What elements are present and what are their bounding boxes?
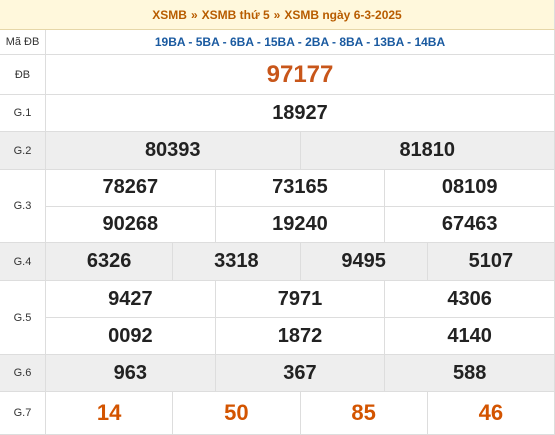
prize-number: 9495	[300, 243, 428, 281]
prize-number: 81810	[300, 132, 555, 170]
prize-number: 80393	[46, 132, 301, 170]
prize-number: 85	[300, 392, 428, 435]
prize-label: G.1	[0, 95, 46, 132]
crumb[interactable]: XSMB	[152, 7, 187, 22]
prize-number: 90268	[46, 206, 216, 243]
separator: »	[190, 7, 198, 22]
prize-label: G.6	[0, 355, 46, 392]
prize-number: 963	[46, 355, 216, 392]
special-codes: 19BA - 5BA - 6BA - 15BA - 2BA - 8BA - 13…	[46, 30, 555, 55]
code-label: Mã ĐB	[0, 30, 46, 55]
prize-label: G.5	[0, 281, 46, 355]
prize-number: 9427	[46, 281, 216, 318]
prize-number: 97177	[46, 55, 555, 95]
prize-number: 367	[215, 355, 386, 392]
prize-number: 08109	[385, 170, 555, 207]
prize-number: 6326	[46, 243, 174, 281]
prize-number: 19240	[215, 206, 386, 243]
separator: »	[273, 7, 281, 22]
prize-number: 1872	[215, 318, 386, 355]
prize-label: G.2	[0, 132, 46, 170]
prize-number: 73165	[215, 170, 386, 207]
breadcrumb: XSMB » XSMB thứ 5 » XSMB ngày 6-3-2025	[0, 0, 555, 30]
prize-number: 5107	[427, 243, 555, 281]
prize-label: G.7	[0, 392, 46, 435]
prize-number: 78267	[46, 170, 216, 207]
prize-number: 18927	[46, 95, 555, 132]
prize-number: 4140	[385, 318, 555, 355]
prize-number: 4306	[385, 281, 555, 318]
prize-number: 3318	[173, 243, 301, 281]
crumb[interactable]: XSMB thứ 5	[201, 7, 270, 22]
prize-number: 7971	[215, 281, 386, 318]
prize-number: 14	[46, 392, 174, 435]
crumb[interactable]: XSMB ngày 6-3-2025	[284, 7, 402, 22]
prize-label: ĐB	[0, 55, 46, 95]
prize-number: 50	[173, 392, 301, 435]
prize-number: 588	[385, 355, 555, 392]
prize-number: 0092	[46, 318, 216, 355]
prize-label: G.3	[0, 170, 46, 243]
prize-label: G.4	[0, 243, 46, 281]
prize-number: 46	[427, 392, 555, 435]
prize-number: 67463	[385, 206, 555, 243]
